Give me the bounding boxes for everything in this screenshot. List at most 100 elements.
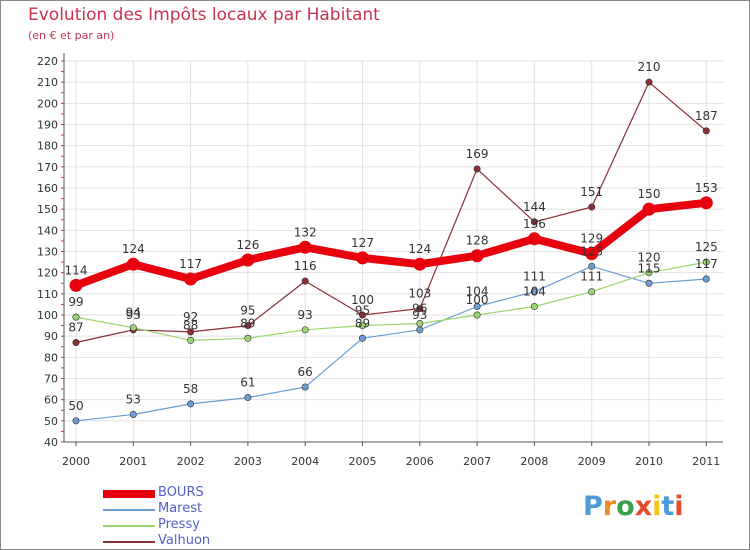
- data-label-marest-2010: 115: [638, 261, 661, 275]
- point-valhuon-2010: [645, 78, 653, 86]
- data-label-marest-2005: 89: [355, 316, 370, 330]
- y-tick-label: 40: [44, 436, 58, 449]
- data-label-pressy-2002: 88: [183, 318, 198, 332]
- point-marest-2011: [702, 275, 710, 283]
- y-tick-label: 80: [44, 351, 58, 364]
- data-label-bours-2004: 132: [294, 225, 317, 239]
- legend-label-bours: BOURS: [158, 485, 204, 500]
- data-label-pressy-2009: 111: [580, 270, 603, 284]
- x-tick-label: 2007: [463, 455, 491, 468]
- y-tick-label: 110: [37, 288, 58, 301]
- x-tick-label: 2003: [234, 455, 262, 468]
- chart-title: Evolution des Impôts locaux par Habitant: [28, 5, 380, 25]
- point-bours-2006: [413, 257, 427, 271]
- y-tick-label: 150: [37, 203, 58, 216]
- point-bours-2003: [241, 253, 255, 267]
- x-tick-label: 2005: [349, 455, 377, 468]
- data-label-bours-2005: 127: [351, 236, 374, 250]
- x-tick-label: 2008: [520, 455, 548, 468]
- y-tick-label: 100: [37, 309, 58, 322]
- data-label-pressy-2003: 89: [240, 316, 255, 330]
- data-label-bours-2010: 150: [638, 187, 661, 201]
- legend-swatch-marest: [103, 509, 155, 511]
- point-valhuon-2009: [588, 203, 596, 211]
- y-tick-label: 140: [37, 224, 58, 237]
- y-tick-label: 90: [44, 330, 58, 343]
- series-line-valhuon: [75, 81, 707, 344]
- data-label-pressy-2011: 125: [695, 240, 718, 254]
- legend-swatch-pressy: [103, 525, 155, 527]
- point-pressy-2004: [301, 326, 309, 334]
- point-marest-2009: [588, 262, 596, 270]
- data-label-marest-2001: 53: [126, 392, 141, 406]
- point-marest-2001: [129, 410, 137, 418]
- data-label-valhuon-2007: 169: [466, 147, 489, 161]
- data-label-pressy-2005: 95: [355, 304, 370, 318]
- data-label-bours-2001: 124: [122, 242, 145, 256]
- y-tick-label: 60: [44, 394, 58, 407]
- data-label-marest-2011: 117: [695, 257, 718, 271]
- data-label-marest-2003: 61: [240, 376, 255, 390]
- point-marest-2007: [473, 303, 481, 311]
- point-valhuon-2005: [358, 311, 366, 319]
- data-label-pressy-2008: 104: [523, 285, 546, 299]
- point-bours-2011: [699, 196, 713, 210]
- data-label-pressy-2004: 93: [298, 308, 313, 322]
- point-pressy-2008: [530, 303, 538, 311]
- y-tick-label: 130: [37, 246, 58, 259]
- point-marest-2005: [358, 334, 366, 342]
- point-pressy-2002: [187, 336, 195, 344]
- legend-label-valhuon: Valhuon: [158, 533, 211, 548]
- logo-letter: o: [616, 491, 635, 522]
- point-bours-2001: [126, 257, 140, 271]
- y-tick-label: 50: [44, 415, 58, 428]
- point-bours-2000: [69, 278, 83, 292]
- data-label-pressy-2001: 94: [126, 306, 141, 320]
- legend-label-marest: Marest: [158, 501, 203, 516]
- series-line-pressy: [75, 261, 707, 341]
- point-pressy-2006: [416, 319, 424, 327]
- y-tick-label: 170: [37, 161, 58, 174]
- y-tick-label: 220: [37, 55, 58, 68]
- x-tick-label: 2006: [406, 455, 434, 468]
- data-label-bours-2011: 153: [695, 181, 718, 195]
- point-valhuon-2006: [416, 305, 424, 313]
- point-pressy-2007: [473, 311, 481, 319]
- legend-swatch-bours: [103, 490, 155, 498]
- logo-letter: i: [674, 491, 684, 522]
- x-tick-label: 2011: [692, 455, 720, 468]
- logo-letter: r: [602, 491, 617, 522]
- data-label-bours-2002: 117: [179, 257, 202, 271]
- data-label-valhuon-2000: 87: [68, 321, 83, 335]
- point-marest-2000: [72, 417, 80, 425]
- series-line-bours: [72, 198, 711, 290]
- data-label-bours-2000: 114: [65, 263, 88, 277]
- data-label-valhuon-2008: 144: [523, 200, 546, 214]
- point-bours-2009: [585, 247, 599, 261]
- data-label-valhuon-2009: 151: [580, 185, 603, 199]
- logo-letter: t: [661, 491, 675, 522]
- point-marest-2004: [301, 383, 309, 391]
- point-marest-2006: [416, 326, 424, 334]
- series-line-marest: [75, 265, 707, 422]
- legend-swatch-valhuon: [103, 541, 155, 543]
- data-label-marest-2007: 104: [466, 285, 489, 299]
- point-valhuon-2002: [187, 328, 195, 336]
- data-label-valhuon-2011: 187: [695, 109, 718, 123]
- data-label-bours-2007: 128: [466, 234, 489, 248]
- point-marest-2010: [645, 279, 653, 287]
- data-label-valhuon-2004: 116: [294, 259, 317, 273]
- point-bours-2007: [470, 249, 484, 263]
- y-tick-label: 200: [37, 97, 58, 110]
- point-valhuon-2007: [473, 165, 481, 173]
- y-tick-label: 210: [37, 76, 58, 89]
- point-pressy-2011: [702, 258, 710, 266]
- y-tick-label: 70: [44, 373, 58, 386]
- point-bours-2010: [642, 202, 656, 216]
- data-label-marest-2009: 123: [580, 244, 603, 258]
- point-valhuon-2011: [702, 127, 710, 135]
- point-bours-2005: [356, 251, 369, 265]
- point-pressy-2010: [645, 269, 653, 277]
